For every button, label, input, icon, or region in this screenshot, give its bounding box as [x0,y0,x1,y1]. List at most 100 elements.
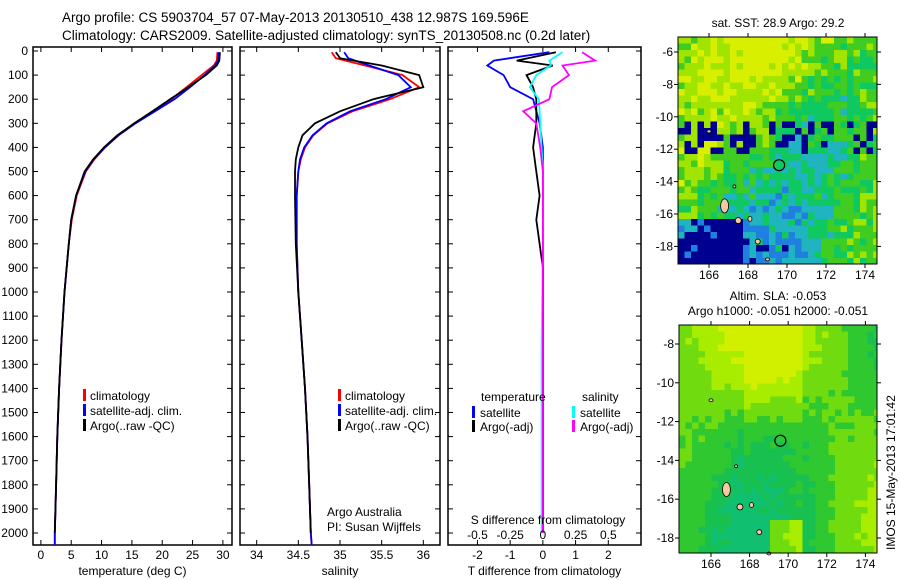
map-cell [730,115,737,122]
map-cell [783,325,790,332]
map-cell [801,108,808,115]
map-cell [860,212,867,219]
map-cell [678,212,685,219]
map-cell [821,186,828,193]
map-cell [762,69,769,76]
map-cell [776,370,783,377]
map-cell [847,82,854,89]
map-cell [796,533,803,540]
map-cell [704,82,711,89]
map-cell [705,383,712,390]
map-cell [762,245,769,252]
map-cell [809,520,816,527]
map-cell [717,43,724,50]
map-cell [678,219,685,226]
map-cell [711,487,718,494]
map-cell [718,383,725,390]
map-cell [762,115,769,122]
map-cell [808,258,815,264]
map-cell [749,56,756,63]
map-cell [770,487,777,494]
map-cell [789,409,796,416]
map-cell [731,364,738,371]
map-cell [710,258,717,264]
map-cell [744,422,751,429]
map-cell [756,225,763,232]
map-cell [698,546,705,553]
map-cell [678,245,685,252]
map-cell [776,364,783,371]
map-cell [756,108,763,115]
map-cell [718,539,725,546]
map-cell [840,69,847,76]
x-axis-label: temperature (deg C) [78,564,186,578]
map-cell [711,429,718,436]
map-cell [783,442,790,449]
map-cell [756,180,763,187]
map-cell [730,147,737,154]
map-cell [685,455,692,462]
map-cell [684,147,691,154]
map-cell [867,494,874,501]
map-cell [679,461,686,468]
map-cell [840,160,847,167]
map-cell [802,377,809,384]
map-cell [775,199,782,206]
map-cell [828,533,835,540]
map-cell [802,364,809,371]
map-cell [861,370,868,377]
map-lat-label: -14 [656,175,674,189]
map-cell [835,396,842,403]
map-cell [679,325,686,332]
map-cell [678,232,685,239]
map-cell [809,390,816,397]
map-cell [828,351,835,358]
map-cell [718,370,725,377]
map-cell [841,500,848,507]
map-cell [795,89,802,96]
map-cell [814,147,821,154]
map-cell [834,141,841,148]
map-cell [756,121,763,128]
map-cell [796,325,803,332]
map-cell [796,448,803,455]
series-line-satellite-adj-clim- [53,52,220,545]
map-cell [718,448,725,455]
map-cell [841,338,848,345]
map-cell [783,370,790,377]
map-cell [698,396,705,403]
map-cell [821,245,828,252]
map-cell [762,128,769,135]
map-cell [679,351,686,358]
map-cell [847,50,854,57]
map-cell [795,37,802,44]
map-cell [854,461,861,468]
map-cell [723,173,730,180]
y-tick-label: 1500 [1,406,28,420]
map-cell [834,89,841,96]
map-cell [744,526,751,533]
map-cell [736,199,743,206]
legend-swatch [83,404,86,416]
map-cell [770,383,777,390]
map-cell [796,370,803,377]
map-cell [698,429,705,436]
map-cell [679,416,686,423]
map-cell [743,147,750,154]
map-cell [835,344,842,351]
map-cell [815,331,822,338]
map-cell [718,331,725,338]
map-cell [704,212,711,219]
map-cell [848,474,855,481]
map-cell [795,219,802,226]
map-cell [731,455,738,462]
map-cell [697,108,704,115]
map-cell [873,95,877,102]
map-cell [705,325,712,332]
map-cell [867,500,874,507]
x-tick-label: 34 [250,548,264,562]
map-cell [827,245,834,252]
map-cell [808,193,815,200]
map-cell [861,338,868,345]
map-cell [848,526,855,533]
